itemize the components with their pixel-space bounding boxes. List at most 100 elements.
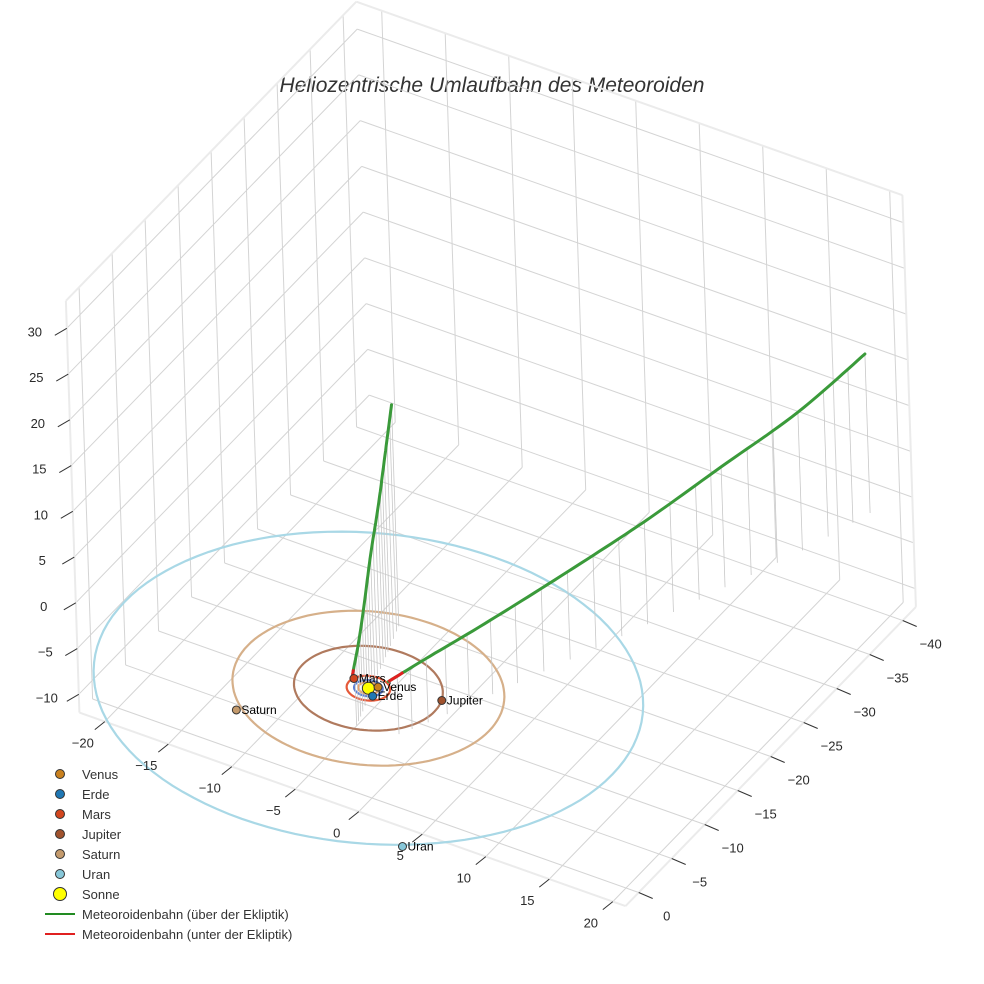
legend-marker-icon bbox=[40, 829, 80, 839]
grid-line bbox=[361, 165, 908, 361]
box-edge bbox=[79, 711, 626, 908]
grid-line bbox=[191, 596, 738, 791]
grid-line bbox=[144, 219, 160, 632]
drop-line bbox=[354, 663, 358, 726]
legend-marker-icon bbox=[40, 887, 80, 901]
legend-item-saturn[interactable]: Saturn bbox=[40, 844, 292, 864]
legend-item-mars[interactable]: Mars bbox=[40, 804, 292, 824]
x-tick-label: 0 bbox=[333, 826, 340, 841]
legend-item-erde[interactable]: Erde bbox=[40, 784, 292, 804]
orbit-uran bbox=[92, 530, 645, 846]
legend-item-meteoroidenbahn-7[interactable]: Meteoroidenbahn (über der Ekliptik) bbox=[40, 904, 292, 924]
legend-item-meteoroidenbahn-8[interactable]: Meteoroidenbahn (unter der Ekliptik) bbox=[40, 924, 292, 944]
planet-marker-jupiter[interactable] bbox=[437, 696, 447, 705]
x-tick-label: −20 bbox=[72, 736, 94, 751]
y-tick bbox=[902, 620, 917, 627]
drop-line bbox=[372, 538, 378, 675]
x-tick-label: −5 bbox=[266, 803, 281, 818]
y-tick-label: −40 bbox=[920, 637, 942, 652]
grid-line bbox=[78, 394, 370, 695]
grid-line bbox=[78, 287, 94, 700]
z-tick-label: −5 bbox=[38, 645, 53, 660]
drop-line bbox=[864, 354, 871, 514]
planet-marker-mars[interactable] bbox=[349, 674, 359, 683]
drop-line bbox=[695, 485, 700, 600]
grid-line bbox=[92, 698, 639, 893]
planet-label-uran: Uran bbox=[408, 840, 434, 854]
z-tick bbox=[65, 648, 78, 656]
x-tick bbox=[538, 878, 550, 888]
grid-line bbox=[571, 78, 587, 490]
drop-lines bbox=[354, 354, 871, 735]
y-tick bbox=[869, 654, 884, 661]
grid-line bbox=[111, 253, 127, 666]
grid-line bbox=[369, 394, 916, 590]
legend-item-venus[interactable]: Venus bbox=[40, 764, 292, 784]
legend-label: Sonne bbox=[82, 886, 120, 902]
legend-label: Meteoroidenbahn (unter der Ekliptik) bbox=[82, 926, 293, 942]
z-tick-label: −10 bbox=[36, 690, 58, 705]
drop-line bbox=[823, 390, 829, 537]
orbit-layer bbox=[92, 530, 645, 846]
y-tick bbox=[704, 824, 719, 831]
drop-line bbox=[592, 555, 597, 648]
x-tick bbox=[157, 743, 169, 753]
drop-line bbox=[359, 631, 364, 712]
grid-line bbox=[70, 166, 363, 466]
y-tick bbox=[803, 722, 818, 729]
legend-item-jupiter[interactable]: Jupiter bbox=[40, 824, 292, 844]
grid-line bbox=[224, 562, 771, 757]
legend-line-icon bbox=[40, 913, 80, 915]
grid-line bbox=[75, 303, 367, 604]
y-tick-label: 0 bbox=[663, 909, 670, 924]
z-tick-label: 15 bbox=[32, 462, 46, 477]
planet-marker-venus[interactable] bbox=[373, 682, 383, 692]
grid-line bbox=[698, 123, 714, 535]
drop-line bbox=[489, 620, 494, 695]
grid-line bbox=[67, 74, 360, 375]
legend: Venus Erde Mars Jupiter Saturn Uran Sonne Meteo… bbox=[40, 764, 292, 944]
z-tick-label: 25 bbox=[29, 370, 43, 385]
z-tick bbox=[62, 556, 75, 565]
grid-line bbox=[76, 349, 369, 649]
drop-line bbox=[847, 369, 854, 523]
drop-line bbox=[669, 503, 674, 613]
planet-marker-erde[interactable] bbox=[368, 691, 378, 701]
x-tick bbox=[284, 788, 296, 798]
z-tick-label: 10 bbox=[34, 507, 48, 522]
grid-line bbox=[364, 257, 911, 452]
drop-line bbox=[772, 430, 778, 563]
x-tick-label: −15 bbox=[135, 758, 157, 773]
y-tick-label: −25 bbox=[821, 739, 843, 754]
drop-line bbox=[383, 460, 391, 646]
legend-item-uran[interactable]: Uran bbox=[40, 864, 292, 884]
x-tick bbox=[475, 856, 487, 865]
planet-marker-uran[interactable] bbox=[398, 842, 407, 851]
y-tick-label: −10 bbox=[722, 841, 744, 856]
z-tick-label: 20 bbox=[31, 416, 45, 431]
planet-marker-saturn[interactable] bbox=[231, 705, 241, 715]
y-tick-label: −5 bbox=[692, 875, 707, 890]
legend-label: Venus bbox=[82, 766, 119, 782]
drop-line bbox=[356, 654, 360, 722]
legend-item-sonne[interactable]: Sonne bbox=[40, 884, 292, 904]
z-tick bbox=[63, 602, 77, 611]
drop-line bbox=[386, 440, 394, 639]
grid-line bbox=[825, 168, 841, 580]
grid-line bbox=[357, 28, 904, 224]
z-tick bbox=[66, 693, 80, 702]
drop-line bbox=[746, 448, 752, 575]
x-tick-label: 15 bbox=[520, 893, 534, 908]
grid-line bbox=[276, 83, 292, 496]
drop-line bbox=[540, 588, 545, 672]
grid-line bbox=[158, 630, 705, 825]
z-tick-label: 30 bbox=[28, 324, 42, 339]
grid-layer bbox=[64, 0, 917, 908]
grid-line bbox=[69, 120, 361, 421]
drop-line bbox=[391, 404, 400, 627]
grid-line bbox=[290, 494, 837, 689]
grid-line bbox=[356, 426, 903, 621]
x-tick bbox=[411, 833, 423, 843]
grid-line bbox=[125, 664, 672, 859]
